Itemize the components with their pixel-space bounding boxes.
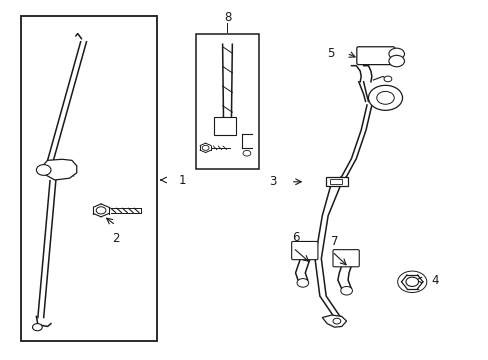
FancyBboxPatch shape [332,249,359,267]
Bar [214,117,235,135]
Polygon shape [42,159,77,180]
Circle shape [296,279,308,287]
Text: 1: 1 [179,174,186,186]
Circle shape [36,165,51,175]
Circle shape [340,287,352,295]
FancyBboxPatch shape [291,242,317,260]
Circle shape [96,207,106,214]
Bar [21,16,157,341]
Circle shape [405,277,418,287]
Text: 8: 8 [224,11,231,24]
Bar [196,33,259,169]
Text: 6: 6 [291,231,299,244]
Text: 2: 2 [112,232,119,245]
Text: 5: 5 [326,47,334,60]
Circle shape [332,318,340,324]
Circle shape [383,76,391,82]
Bar [329,179,341,184]
Circle shape [388,55,404,67]
Circle shape [32,324,42,331]
Bar [325,177,347,186]
FancyBboxPatch shape [356,47,394,64]
Circle shape [388,48,404,60]
Circle shape [368,85,402,111]
Text: 3: 3 [268,175,276,188]
Circle shape [376,91,393,104]
Circle shape [202,145,208,150]
Polygon shape [322,315,346,327]
Circle shape [243,150,250,156]
Text: 4: 4 [431,274,438,287]
Text: 7: 7 [330,235,338,248]
